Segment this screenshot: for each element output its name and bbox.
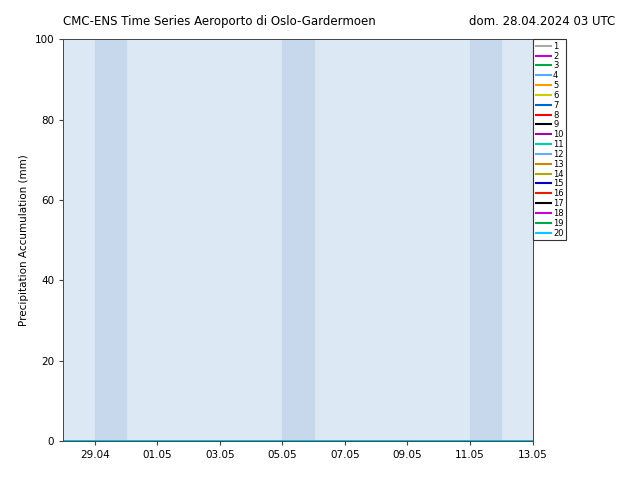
Text: dom. 28.04.2024 03 UTC: dom. 28.04.2024 03 UTC: [469, 15, 615, 28]
Bar: [282, 39, 314, 441]
Legend: 1, 2, 3, 4, 5, 6, 7, 8, 9, 10, 11, 12, 13, 14, 15, 16, 17, 18, 19, 20: 1, 2, 3, 4, 5, 6, 7, 8, 9, 10, 11, 12, 1…: [533, 39, 566, 240]
Text: CMC-ENS Time Series Aeroporto di Oslo-Gardermoen: CMC-ENS Time Series Aeroporto di Oslo-Ga…: [63, 15, 376, 28]
Bar: [470, 39, 501, 441]
Bar: [94, 39, 126, 441]
Y-axis label: Precipitation Accumulation (mm): Precipitation Accumulation (mm): [19, 154, 29, 326]
